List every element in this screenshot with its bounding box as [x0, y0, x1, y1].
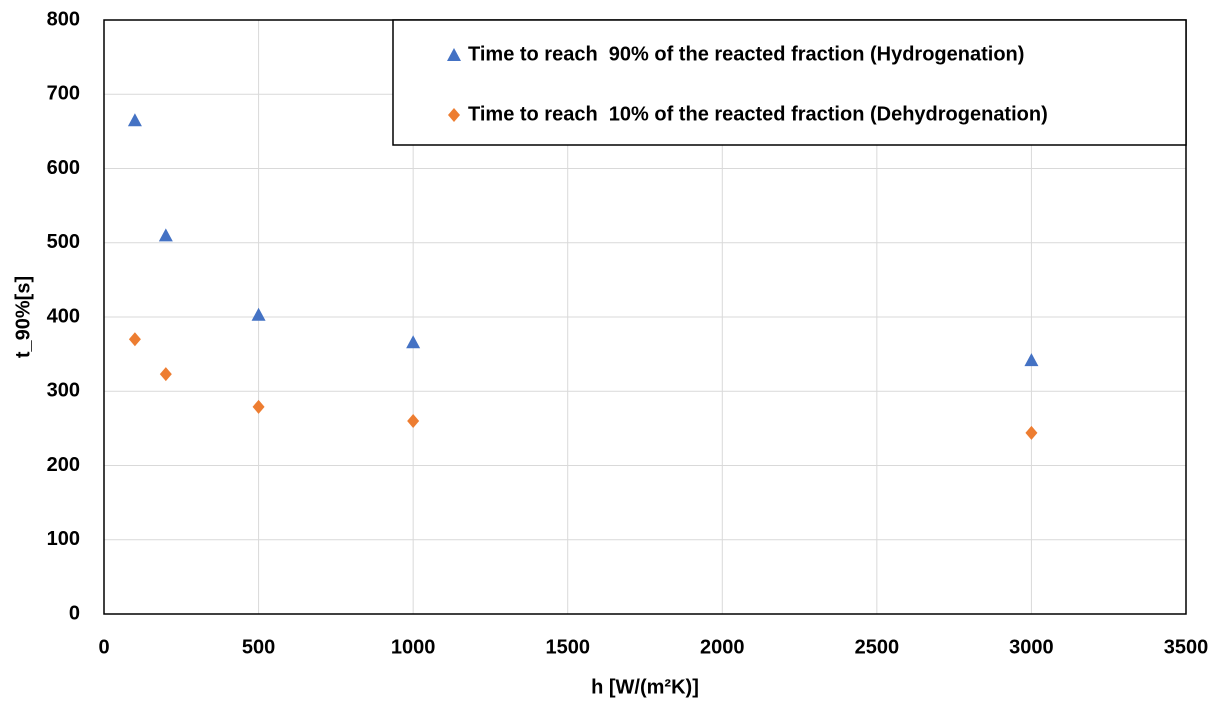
- x-tick-label: 3500: [1164, 636, 1209, 658]
- x-tick-label: 1500: [545, 636, 590, 658]
- legend-label: Time to reach 10% of the reacted fractio…: [468, 103, 1048, 125]
- x-tick-label: 0: [98, 636, 109, 658]
- point: [158, 228, 173, 242]
- y-tick-label: 700: [47, 83, 80, 105]
- point: [128, 332, 141, 347]
- point: [251, 307, 266, 321]
- point: [127, 113, 142, 127]
- legend-marker: [447, 48, 461, 61]
- y-tick-label: 0: [69, 602, 80, 624]
- legend-box: [392, 19, 1187, 146]
- point: [406, 335, 421, 349]
- y-tick-label: 400: [47, 305, 80, 327]
- point: [1024, 353, 1039, 367]
- x-tick-label: 500: [242, 636, 275, 658]
- y-tick-label: 500: [47, 231, 80, 253]
- point: [252, 399, 265, 414]
- x-axis-label: h [W/(m²K)]: [591, 676, 699, 698]
- point: [1025, 425, 1038, 440]
- x-tick-label: 3000: [1009, 636, 1054, 658]
- y-tick-label: 100: [47, 528, 80, 550]
- x-tick-label: 2500: [855, 636, 900, 658]
- point: [159, 367, 172, 382]
- point: [407, 413, 420, 428]
- x-tick-label: 2000: [700, 636, 745, 658]
- x-tick-label: 1000: [391, 636, 436, 658]
- y-axis-label: t_90%[s]: [12, 276, 34, 358]
- legend-label: Time to reach 90% of the reacted fractio…: [468, 43, 1024, 65]
- y-tick-label: 800: [47, 8, 80, 30]
- y-tick-label: 600: [47, 157, 80, 179]
- y-tick-label: 200: [47, 454, 80, 476]
- legend-marker: [448, 108, 460, 122]
- y-tick-label: 300: [47, 380, 80, 402]
